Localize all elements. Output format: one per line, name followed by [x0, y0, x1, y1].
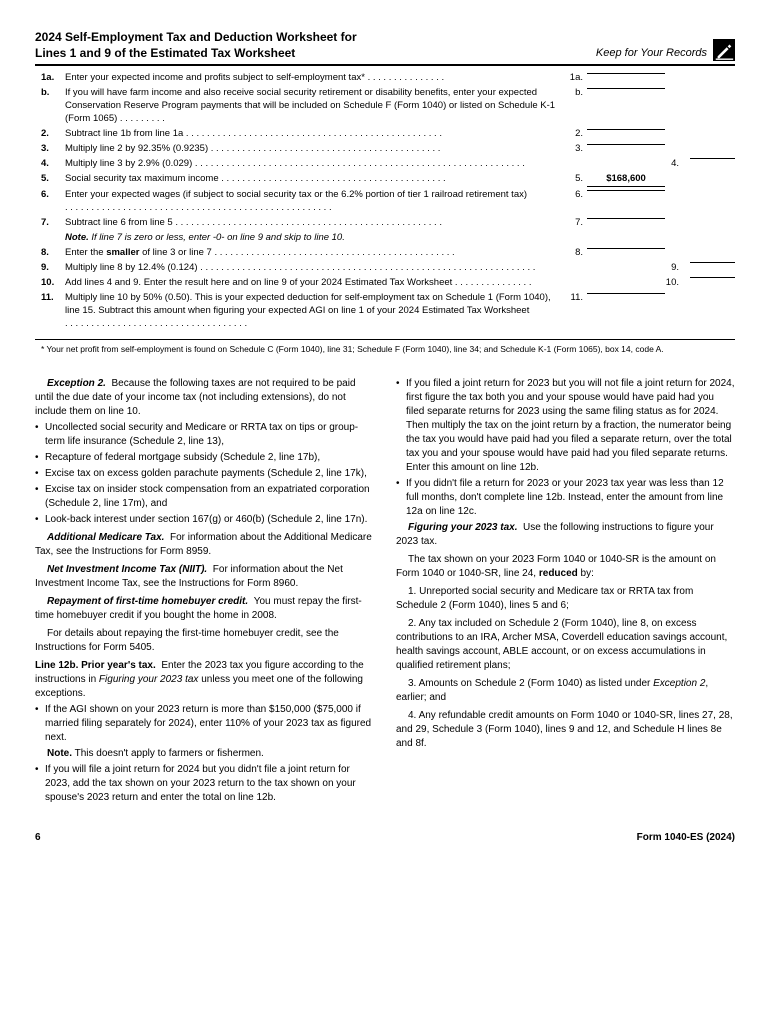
line-1a: 1a. Enter your expected income and profi… — [35, 72, 735, 85]
blank-2 — [587, 128, 665, 130]
blank-1b — [587, 87, 665, 89]
line-9: 9. Multiply line 8 by 12.4% (0.124) . . … — [35, 262, 735, 275]
note-line-7: Note. If line 7 is zero or less, enter -… — [35, 232, 735, 245]
line-10: 10. Add lines 4 and 9. Enter the result … — [35, 277, 735, 290]
footnote: * Your net profit from self-employment i… — [35, 340, 735, 365]
blank-3 — [587, 143, 665, 145]
line-1b: b. If you will have farm income and also… — [35, 87, 735, 125]
column-left: Exception 2. Because the following taxes… — [35, 377, 374, 807]
line-4: 4. Multiply line 3 by 2.9% (0.029) . . .… — [35, 158, 735, 171]
line-11: 11. Multiply line 10 by 50% (0.50). This… — [35, 292, 735, 330]
line-7: 7. Subtract line 6 from line 5 . . . . .… — [35, 217, 735, 230]
worksheet-title: 2024 Self-Employment Tax and Deduction W… — [35, 30, 357, 61]
keep-records-text: Keep for Your Records — [596, 46, 707, 61]
blank-6 — [587, 189, 665, 191]
pencil-icon — [713, 39, 735, 61]
column-right: If you filed a joint return for 2023 but… — [396, 377, 735, 807]
worksheet-header: 2024 Self-Employment Tax and Deduction W… — [35, 30, 735, 66]
line-5: 5. Social security tax maximum income . … — [35, 173, 735, 188]
blank-7 — [587, 217, 665, 219]
form-id: Form 1040-ES (2024) — [637, 831, 735, 845]
value-5: $168,600 — [587, 173, 665, 188]
blank-8 — [587, 247, 665, 249]
line-2: 2. Subtract line 1b from line 1a . . . .… — [35, 128, 735, 141]
keep-records: Keep for Your Records — [596, 39, 735, 61]
blank-4 — [690, 158, 735, 159]
blank-10 — [690, 277, 735, 278]
blank-1a — [587, 72, 665, 74]
blank-11 — [587, 292, 665, 294]
title-line-1: 2024 Self-Employment Tax and Deduction W… — [35, 30, 357, 44]
line-6: 6. Enter your expected wages (if subject… — [35, 189, 735, 215]
title-line-2: Lines 1 and 9 of the Estimated Tax Works… — [35, 46, 295, 60]
page-number: 6 — [35, 831, 41, 845]
instruction-columns: Exception 2. Because the following taxes… — [35, 377, 735, 807]
blank-9 — [690, 262, 735, 263]
line-8: 8. Enter the smaller of line 3 or line 7… — [35, 247, 735, 260]
line-3: 3. Multiply line 2 by 92.35% (0.9235) . … — [35, 143, 735, 156]
worksheet-table: 1a. Enter your expected income and profi… — [35, 66, 735, 339]
page-footer: 6 Form 1040-ES (2024) — [35, 831, 735, 845]
